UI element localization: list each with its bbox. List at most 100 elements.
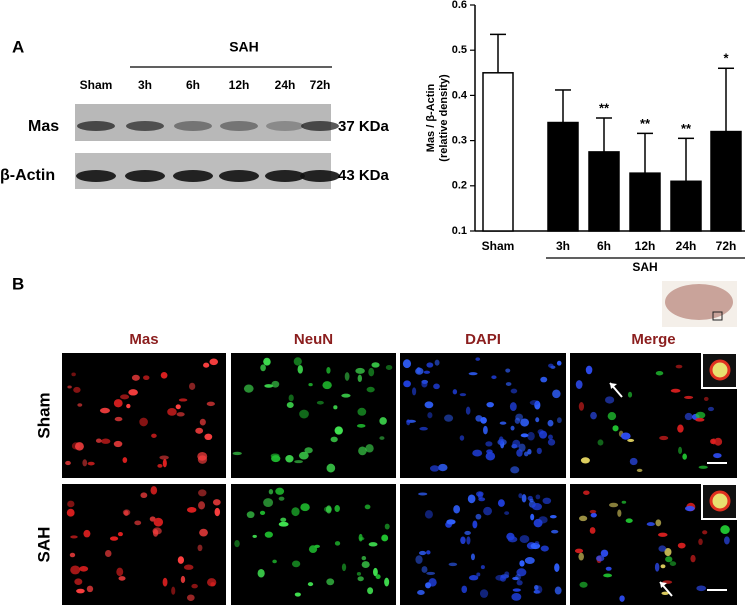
cell	[504, 511, 510, 515]
cell	[128, 389, 138, 396]
cell	[416, 367, 421, 374]
cell	[497, 499, 505, 507]
cell	[485, 441, 493, 447]
cell	[724, 536, 730, 545]
band	[301, 121, 339, 131]
cell	[429, 465, 440, 472]
cell	[604, 396, 615, 404]
cell	[307, 582, 314, 587]
cell	[381, 534, 389, 542]
inset-cell	[709, 359, 731, 381]
cell	[589, 527, 596, 534]
cell	[520, 418, 530, 427]
cell	[512, 588, 521, 592]
x-tick-label: 12h	[635, 239, 656, 253]
cell	[529, 400, 540, 406]
cell	[711, 438, 716, 445]
cell	[417, 589, 425, 596]
cell	[661, 591, 669, 595]
row-label: SAH	[34, 527, 53, 563]
cell	[286, 402, 294, 408]
y-tick-label: 0.6	[452, 0, 467, 11]
cell	[477, 491, 483, 500]
significance: **	[640, 116, 651, 131]
cell	[358, 446, 367, 456]
cell	[707, 406, 714, 412]
cell	[658, 545, 667, 552]
cell	[579, 515, 588, 522]
cell	[176, 412, 185, 417]
cell	[527, 448, 532, 455]
cell	[206, 401, 215, 407]
cell	[427, 412, 433, 419]
cell	[191, 583, 198, 589]
column-label: Merge	[631, 331, 675, 348]
cell	[510, 466, 520, 474]
cell	[540, 545, 549, 552]
cell	[658, 532, 668, 537]
cell	[535, 494, 541, 500]
cell	[278, 521, 289, 527]
cell	[677, 424, 684, 433]
cell	[300, 503, 310, 512]
cell	[74, 578, 83, 586]
cell	[67, 385, 72, 389]
cell	[535, 417, 540, 423]
cell	[368, 542, 378, 547]
cell	[713, 453, 722, 459]
band	[125, 170, 165, 182]
cell	[109, 536, 119, 541]
cell	[379, 417, 387, 425]
cell	[198, 489, 207, 497]
y-tick-label: 0.3	[452, 135, 467, 147]
cell	[425, 582, 432, 589]
cell	[117, 531, 123, 537]
group-label: SAH	[229, 39, 259, 55]
cell	[207, 578, 217, 587]
cell	[139, 417, 148, 427]
cell	[574, 548, 584, 554]
cell	[232, 451, 242, 456]
cell	[530, 513, 535, 521]
band	[174, 121, 212, 131]
cell	[264, 384, 274, 388]
cell	[714, 437, 723, 446]
cell	[468, 575, 479, 581]
band	[173, 170, 213, 182]
cell	[698, 465, 708, 469]
cell	[278, 496, 285, 501]
cell	[491, 375, 497, 380]
cell	[621, 500, 627, 504]
significance: **	[681, 121, 692, 136]
cell	[131, 374, 140, 381]
cell	[636, 468, 643, 472]
cell	[578, 402, 585, 411]
band	[77, 121, 115, 131]
cell	[478, 497, 486, 502]
cell	[143, 375, 150, 381]
cell	[203, 362, 210, 368]
cell	[271, 455, 281, 463]
cell	[384, 577, 390, 587]
cell	[510, 425, 515, 431]
cell	[418, 550, 427, 556]
cell	[122, 509, 131, 516]
cell	[197, 451, 208, 461]
cell	[151, 433, 157, 438]
cell	[548, 434, 553, 440]
cell	[322, 381, 332, 390]
cell	[655, 519, 662, 527]
cell	[314, 544, 320, 548]
cell	[361, 555, 367, 561]
cell	[367, 587, 374, 595]
cell	[294, 460, 303, 464]
cell	[162, 458, 167, 468]
cell	[358, 533, 363, 542]
cell	[646, 522, 655, 527]
cell	[495, 574, 506, 581]
cell	[460, 536, 466, 545]
cell	[529, 498, 534, 503]
cell	[426, 550, 431, 555]
cell	[620, 432, 631, 440]
cell	[177, 556, 185, 564]
